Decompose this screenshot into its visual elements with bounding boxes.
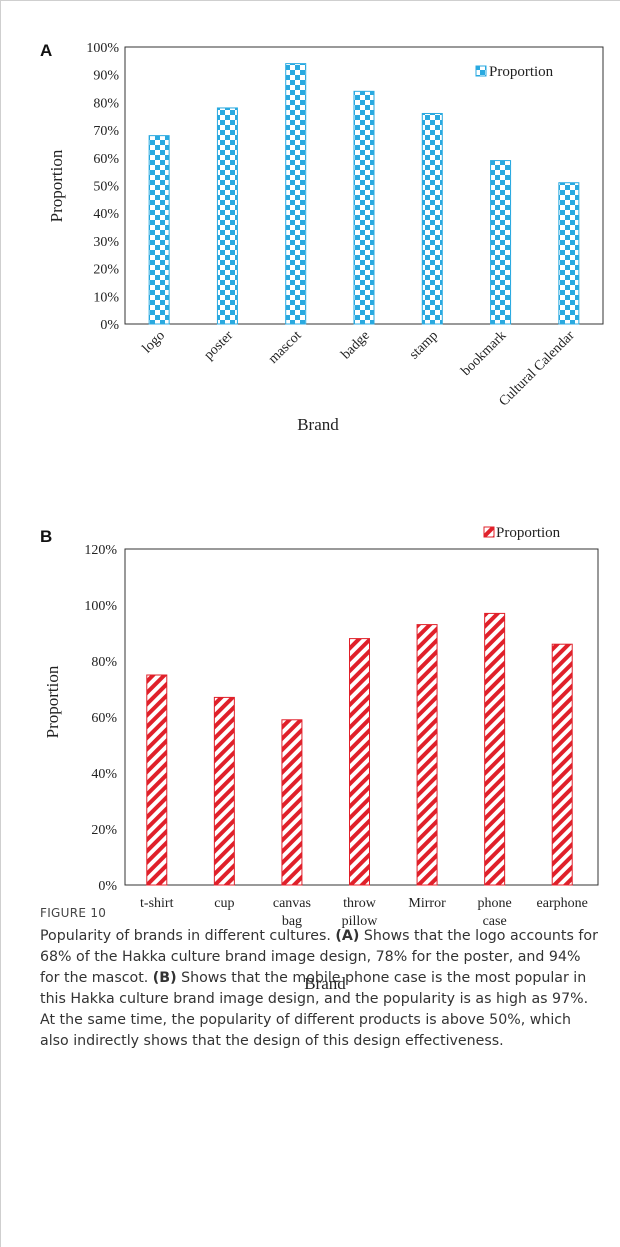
x-tick-label: badge <box>339 328 373 362</box>
x-tick-label: poster <box>201 328 236 363</box>
y-tick-label: 40% <box>93 207 119 222</box>
y-tick-label: 100% <box>84 599 117 614</box>
y-tick-label: 90% <box>93 69 119 84</box>
bar-cup <box>214 697 234 885</box>
y-tick-label: 60% <box>91 711 117 726</box>
y-tick-label: 120% <box>84 543 117 558</box>
figure-caption: FIGURE 10 Popularity of brands in differ… <box>40 906 600 1052</box>
y-tick-label: 20% <box>93 263 119 278</box>
legend: Proportion <box>476 64 554 80</box>
legend-label: Proportion <box>489 64 554 80</box>
y-axis-title: Proportion <box>43 665 62 738</box>
caption-intro: Popularity of brands in different cultur… <box>40 928 335 944</box>
y-tick-label: 0% <box>98 879 117 894</box>
bar-badge <box>354 91 374 324</box>
panel-letter-b: B <box>40 527 52 546</box>
panel-letter-a: A <box>40 41 52 60</box>
bar-poster <box>217 108 237 324</box>
x-tick-label: Cultural Calendar <box>496 328 577 409</box>
bar-canvas-bag <box>282 720 302 885</box>
x-tick-label: bookmark <box>459 328 510 379</box>
y-tick-label: 0% <box>100 318 119 333</box>
x-axis-title: Brand <box>297 415 339 434</box>
bar-logo <box>149 136 169 324</box>
chart-a: A 0% 10% 20% 30% 40% 50% 60% 70% 80% 90% 100% logo… <box>0 0 620 440</box>
caption-text: Popularity of brands in different cultur… <box>40 926 600 1052</box>
x-tick-label: logo <box>140 328 168 356</box>
bar-cultural-calendar <box>559 183 579 324</box>
x-tick-label: mascot <box>266 328 305 367</box>
legend-swatch <box>476 66 486 76</box>
bar-phone-case <box>485 613 505 885</box>
bar-t-shirt <box>147 675 167 885</box>
y-tick-label: 100% <box>86 41 119 56</box>
figure-label: FIGURE 10 <box>40 906 600 920</box>
x-tick-label: stamp <box>407 328 441 362</box>
y-tick-label: 30% <box>93 235 119 250</box>
bar-earphone <box>552 644 572 885</box>
y-tick-label: 80% <box>91 655 117 670</box>
y-tick-label: 70% <box>93 124 119 139</box>
legend: Proportion <box>484 525 561 541</box>
y-tick-label: 20% <box>91 823 117 838</box>
bar-mirror <box>417 625 437 885</box>
legend-swatch <box>484 527 494 537</box>
y-tick-label: 50% <box>93 180 119 195</box>
y-tick-label: 80% <box>93 96 119 111</box>
y-tick-label: 10% <box>93 290 119 305</box>
bar-stamp <box>422 113 442 324</box>
bar-mascot <box>286 64 306 324</box>
bar-bookmark <box>491 161 511 324</box>
y-tick-label: 60% <box>93 152 119 167</box>
caption-tag-a: (A) <box>335 928 359 944</box>
legend-label: Proportion <box>496 525 561 541</box>
bar-throw-pillow <box>350 639 370 885</box>
y-axis-title: Proportion <box>47 149 66 222</box>
caption-tag-b: (B) <box>153 970 177 986</box>
y-tick-label: 40% <box>91 767 117 782</box>
